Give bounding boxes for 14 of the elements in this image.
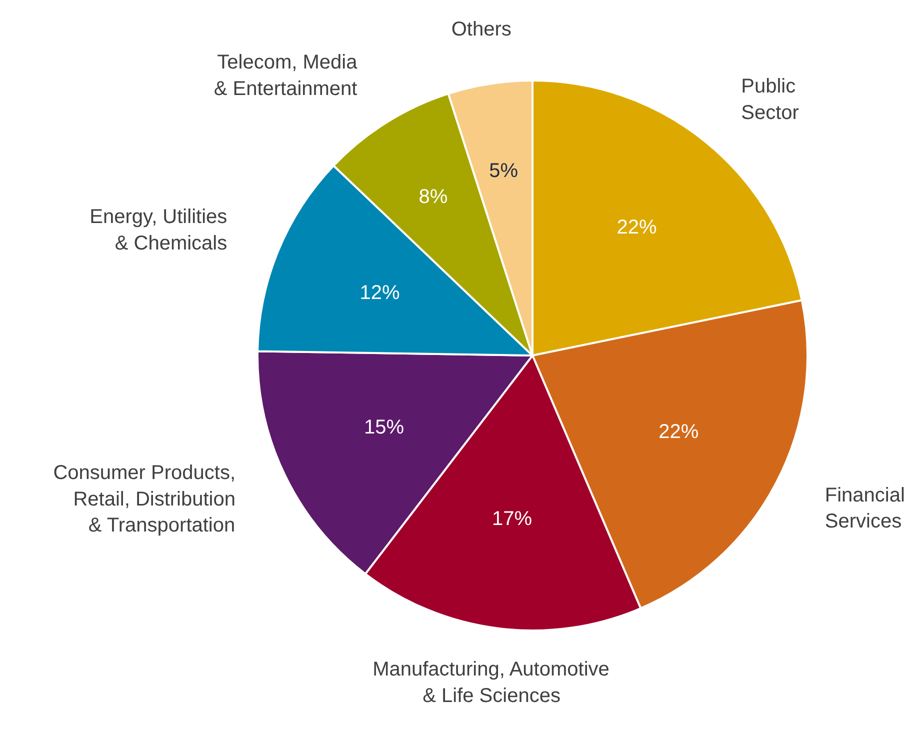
data-label: 12% — [360, 282, 400, 304]
data-label: 15% — [364, 416, 404, 438]
data-label: 5% — [489, 160, 518, 182]
data-label: 8% — [418, 186, 448, 208]
slice-label: Consumer Products, Retail, Distribution & Transportation — [53, 462, 236, 537]
slice-label: Manufacturing, Automotive & Life Sciences — [372, 658, 610, 708]
slice-label: Energy, Utilities & Chemicals — [90, 206, 228, 255]
slice-label: Financial Services — [824, 484, 905, 533]
data-label: 22% — [658, 421, 699, 444]
slice-label: Others — [451, 18, 512, 40]
data-label: 22% — [616, 216, 658, 239]
slice-label: Public Sector — [741, 76, 800, 124]
data-label: 17% — [492, 508, 532, 530]
slice-label: Telecom, Media & Entertainment — [214, 52, 358, 100]
